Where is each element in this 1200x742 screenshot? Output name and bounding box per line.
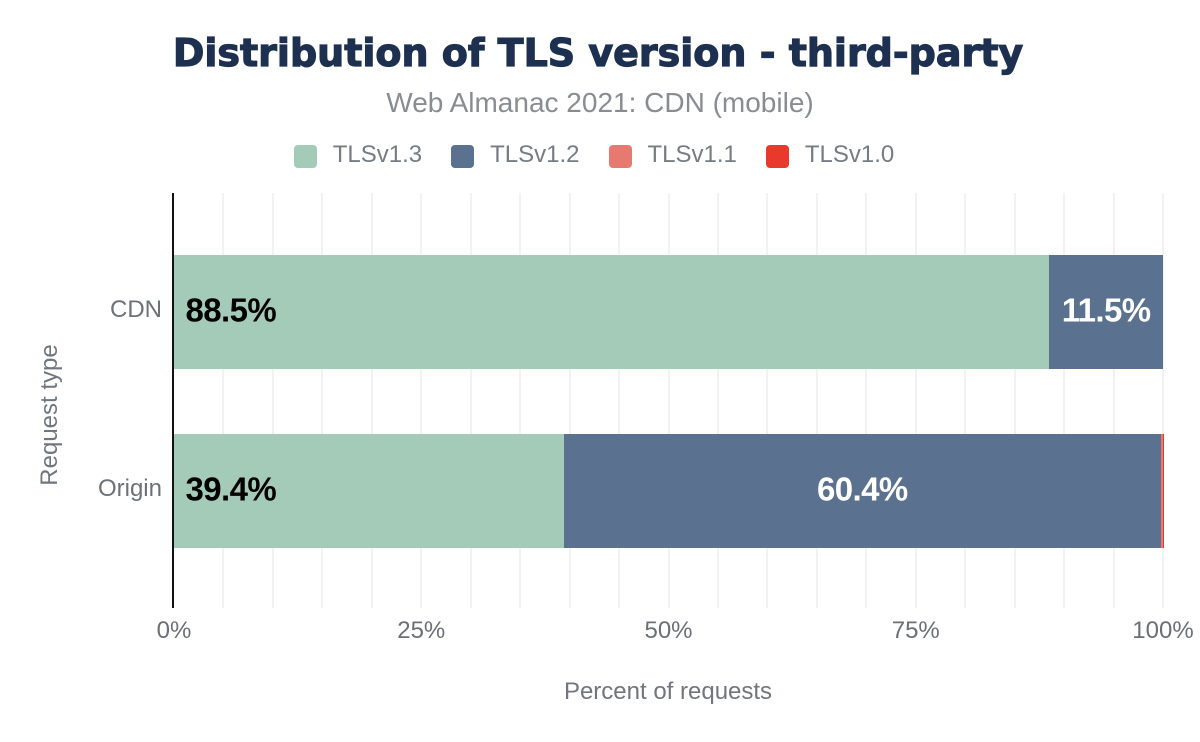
legend-item-tlsv1.3: TLSv1.3 xyxy=(293,141,423,168)
plot-area: 88.5% 11.5% 39.4% 60.4% xyxy=(172,193,1164,608)
x-axis-title: Percent of requests xyxy=(563,678,773,705)
gridline xyxy=(964,193,967,608)
chart-subtitle: Web Almanac 2021: CDN (mobile) xyxy=(386,87,814,118)
x-tick-label: 100% xyxy=(1132,617,1194,644)
bar-segment-cdn-tlsv1.3 xyxy=(174,255,1050,369)
gridline xyxy=(519,193,522,608)
legend-swatch-tlsv1.3 xyxy=(293,144,317,168)
bar-value-label: 11.5% xyxy=(1061,291,1151,329)
gridline xyxy=(618,193,621,608)
bar-value-label: 88.5% xyxy=(185,291,277,329)
gridline xyxy=(568,193,571,608)
x-tick-label: 75% xyxy=(891,617,940,644)
gridline xyxy=(370,193,373,608)
gridline xyxy=(865,193,868,608)
bar-row-origin: 39.4% 60.4% xyxy=(174,434,1163,548)
gridline xyxy=(469,193,472,608)
legend-label: TLSv1.1 xyxy=(647,141,737,168)
gridline xyxy=(1112,193,1115,608)
gridline xyxy=(1162,193,1164,608)
bar-row-cdn: 88.5% 11.5% xyxy=(174,255,1163,369)
bar-segment-origin-tlsv1.3 xyxy=(174,434,564,548)
legend: TLSv1.3 TLSv1.2 TLSv1.1 TLSv1.0 xyxy=(0,142,1194,168)
x-tick-label: 25% xyxy=(397,617,446,644)
y-category-label-cdn: CDN xyxy=(110,296,162,323)
x-tick-label: 50% xyxy=(644,617,693,644)
bar-segment-cdn-tlsv1.2 xyxy=(1049,255,1163,369)
legend-label: TLSv1.3 xyxy=(332,141,423,168)
bar-segment-origin-tlsv1.1 xyxy=(1161,434,1163,548)
legend-item-tlsv1.1: TLSv1.1 xyxy=(608,141,737,168)
gridline xyxy=(222,193,225,608)
legend-label: TLSv1.2 xyxy=(490,141,580,168)
gridline xyxy=(667,193,670,608)
x-tick-label: 0% xyxy=(156,617,192,644)
bar-segment-origin-tlsv1.2 xyxy=(563,434,1161,548)
legend-swatch-tlsv1.0 xyxy=(765,144,789,168)
gridline xyxy=(716,193,719,608)
gridline xyxy=(420,193,423,608)
y-category-label-origin: Origin xyxy=(97,475,162,502)
y-axis-line xyxy=(172,193,174,608)
y-axis-title: Request type xyxy=(36,344,63,486)
bar-value-label: 39.4% xyxy=(185,470,277,508)
gridline xyxy=(1013,193,1016,608)
legend-item-tlsv1.2: TLSv1.2 xyxy=(451,141,580,168)
gridline xyxy=(1063,193,1066,608)
gridline xyxy=(766,193,769,608)
gridline xyxy=(271,193,274,608)
legend-label: TLSv1.0 xyxy=(804,141,895,168)
gridline xyxy=(815,193,818,608)
legend-swatch-tlsv1.1 xyxy=(608,144,632,168)
gridline xyxy=(321,193,324,608)
legend-swatch-tlsv1.2 xyxy=(451,144,475,168)
bar-value-label: 60.4% xyxy=(817,470,908,508)
legend-item-tlsv1.0: TLSv1.0 xyxy=(765,141,895,168)
chart-title: Distribution of TLS version - third-part… xyxy=(172,31,1024,75)
gridline xyxy=(914,193,917,608)
